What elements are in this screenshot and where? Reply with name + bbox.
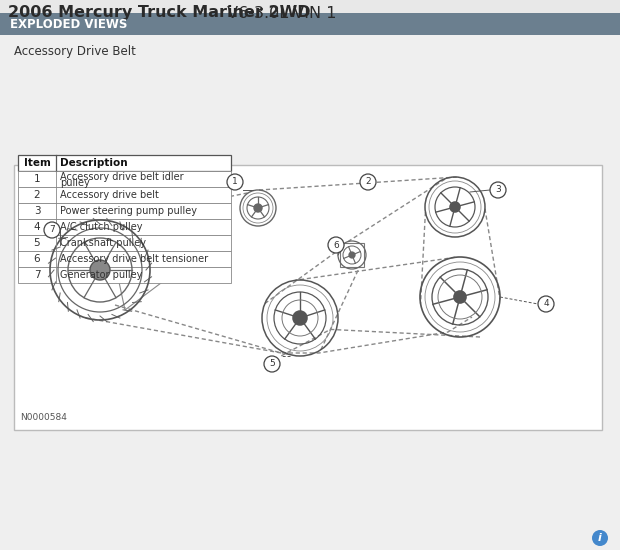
Circle shape <box>293 311 307 325</box>
FancyBboxPatch shape <box>0 0 620 28</box>
Text: Generator pulley: Generator pulley <box>60 270 143 280</box>
Circle shape <box>227 174 243 190</box>
Text: Item: Item <box>24 158 50 168</box>
FancyBboxPatch shape <box>18 171 231 187</box>
Circle shape <box>592 530 608 546</box>
Text: N0000584: N0000584 <box>20 413 67 422</box>
FancyBboxPatch shape <box>18 251 231 267</box>
FancyBboxPatch shape <box>0 13 620 35</box>
FancyBboxPatch shape <box>18 267 231 283</box>
FancyBboxPatch shape <box>18 203 231 219</box>
FancyBboxPatch shape <box>18 155 231 171</box>
Text: Power steering pump pulley: Power steering pump pulley <box>60 206 197 216</box>
Text: Accessory Drive Belt: Accessory Drive Belt <box>14 45 136 58</box>
FancyBboxPatch shape <box>18 219 231 235</box>
Text: 6: 6 <box>333 240 339 250</box>
Text: Accessory Drive Belt: Accessory Drive Belt <box>22 170 143 180</box>
Text: 2: 2 <box>33 190 40 200</box>
Circle shape <box>90 260 110 280</box>
Text: i: i <box>598 533 602 543</box>
Circle shape <box>44 222 60 238</box>
Text: Accessory drive belt tensioner: Accessory drive belt tensioner <box>60 254 208 264</box>
Text: Accessory drive belt: Accessory drive belt <box>60 190 159 200</box>
Text: Accessory drive belt idler: Accessory drive belt idler <box>60 172 184 182</box>
Text: A/C clutch pulley: A/C clutch pulley <box>60 222 143 232</box>
Text: 1: 1 <box>33 174 40 184</box>
Circle shape <box>490 182 506 198</box>
Text: 5: 5 <box>33 238 40 248</box>
Text: 7: 7 <box>33 270 40 280</box>
Circle shape <box>450 202 460 212</box>
Text: 4: 4 <box>543 300 549 309</box>
Circle shape <box>538 296 554 312</box>
Text: 4: 4 <box>33 222 40 232</box>
Text: Description: Description <box>60 158 128 168</box>
Circle shape <box>360 174 376 190</box>
Circle shape <box>264 356 280 372</box>
FancyBboxPatch shape <box>14 165 602 430</box>
FancyBboxPatch shape <box>18 235 231 251</box>
Text: 6: 6 <box>33 254 40 264</box>
Text: 1: 1 <box>232 178 238 186</box>
Text: 3: 3 <box>495 185 501 195</box>
Text: 7: 7 <box>49 226 55 234</box>
Circle shape <box>328 237 344 253</box>
Circle shape <box>454 291 466 303</box>
Text: 3: 3 <box>33 206 40 216</box>
Circle shape <box>349 252 355 258</box>
Text: EXPLODED VIEWS: EXPLODED VIEWS <box>10 18 127 30</box>
FancyBboxPatch shape <box>18 187 231 203</box>
Text: 2006 Mercury Truck Mariner 2WD: 2006 Mercury Truck Mariner 2WD <box>8 6 311 20</box>
Text: V6-3.0L VIN 1: V6-3.0L VIN 1 <box>222 6 337 20</box>
Text: Crankshaft pulley: Crankshaft pulley <box>60 238 146 248</box>
Text: 2: 2 <box>365 178 371 186</box>
Circle shape <box>254 204 262 212</box>
Text: pulley: pulley <box>60 178 90 188</box>
Text: 5: 5 <box>269 360 275 368</box>
